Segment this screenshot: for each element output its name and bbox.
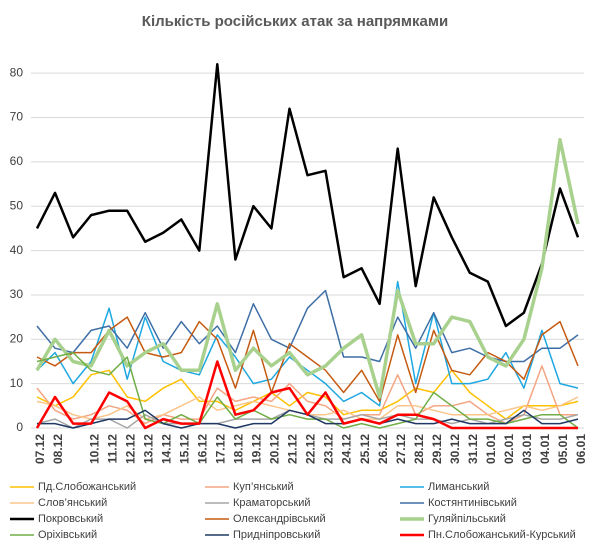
x-tick-label: 25.12 [358,434,372,464]
y-tick-label: 10 [10,376,24,390]
series-line [36,280,579,407]
x-tick-label: 04.01 [538,434,552,464]
y-tick-label: 40 [10,243,24,257]
legend-label: Краматорський [233,497,311,509]
legend-label: Пн.Слобожанський-Курський [428,529,576,540]
legend-label: Лиманський [428,481,489,493]
y-tick-label: 70 [10,110,24,124]
x-tick-label: 22.12 [304,434,318,464]
x-tick-label: 08.12 [51,434,65,464]
chart-title: Кількість російських атак за напрямками [142,13,448,30]
series-line [36,369,579,420]
x-tick-label: 05.01 [556,434,570,464]
x-tick-label: 23.12 [322,434,336,464]
x-tick-label: 20.12 [268,434,282,464]
x-tick-label: 30.12 [448,434,462,464]
x-tick-label: 16.12 [195,434,209,464]
x-tick-label: 21.12 [286,434,300,464]
legend-label: Олександрівський [233,513,326,525]
x-tick-label: 03.01 [520,434,534,464]
legend-label: Пд.Слобожанський [38,481,136,493]
x-tick-label: 28.12 [412,434,426,464]
x-tick-label: 07.12 [33,434,47,464]
x-tick-label: 26.12 [376,434,390,464]
x-tick-label: 27.12 [394,434,408,464]
series-line [35,137,580,399]
x-tick-label: 29.12 [430,434,444,464]
series-line [36,351,579,429]
series-line [36,316,579,403]
x-tick-label: 13.12 [141,434,155,464]
x-tick-label: 01.01 [484,434,498,464]
x-tick-label: 31.12 [466,434,480,464]
x-tick-label: 14.12 [159,434,173,464]
legend-label: Костянтинівський [428,497,517,509]
x-tick-label: 02.01 [502,434,516,464]
series-line [35,63,580,328]
x-tick-label: 17.12 [214,434,228,464]
x-tick-label: 18.12 [232,434,246,464]
x-tick-label: 15.12 [177,434,191,464]
series-line [35,360,578,430]
y-tick-label: 60 [10,154,24,168]
legend-label: Куп’янський [233,481,294,493]
x-tick-label: 12.12 [123,434,137,464]
legend-label: Слов’янський [38,497,107,509]
legend-label: Покровський [38,513,103,525]
x-tick-label: 24.12 [340,434,354,464]
y-tick-label: 80 [10,65,24,79]
y-tick-label: 20 [10,331,24,345]
legend-label: Оріхівський [38,529,97,540]
x-tick-label: 10.12 [87,434,101,464]
y-tick-label: 30 [10,287,24,301]
y-tick-label: 0 [16,420,23,434]
x-tick-label: 19.12 [250,434,264,464]
x-tick-label: 11.12 [105,434,119,464]
legend-label: Придніпровський [233,529,320,540]
x-tick-label: 06.01 [574,434,588,464]
y-tick-label: 50 [10,198,24,212]
legend-label: Гуляйпільський [428,513,506,525]
